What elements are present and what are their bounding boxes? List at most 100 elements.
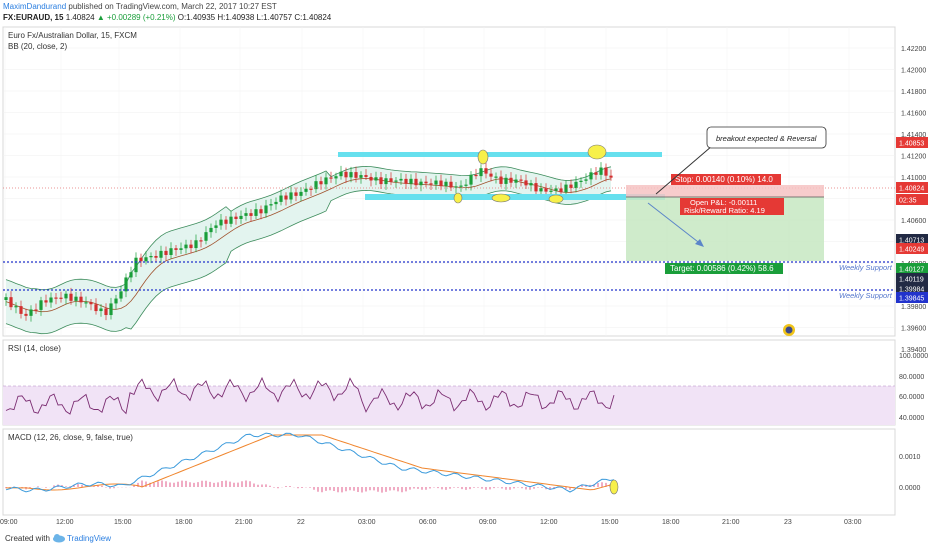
candle-body <box>274 201 278 205</box>
candle-body <box>199 240 203 242</box>
candle-body <box>559 188 563 193</box>
created-with-label: Created with <box>5 534 50 543</box>
candle-body <box>184 244 188 249</box>
candle-body <box>59 297 63 299</box>
macd-signal-line <box>6 434 615 491</box>
candle-body <box>169 248 173 255</box>
risk-reward-label: Risk/Reward Ratio: 4.19 <box>684 206 765 215</box>
cloud-logo-icon <box>53 534 65 543</box>
time-tick-label: 12:00 <box>56 519 74 526</box>
candle-body <box>259 209 263 214</box>
reversal-arrowhead <box>695 239 704 247</box>
callout-text: breakout expected & Reversal <box>716 134 817 143</box>
candle-body <box>49 297 53 303</box>
candle-body <box>99 308 103 312</box>
price-badge-label: 1.39845 <box>899 296 924 303</box>
range-bottom-box[interactable] <box>365 194 665 200</box>
time-tick-label: 18:00 <box>662 519 680 526</box>
close-value: C:1.40824 <box>294 13 332 22</box>
price-tick-label: 1.42200 <box>901 46 926 53</box>
macd-pane[interactable]: MACD (12, 26, close, 9, false, true) 0.0… <box>2 428 921 516</box>
time-tick-label: 23 <box>784 519 792 526</box>
globe-icon-inner <box>785 326 793 334</box>
time-tick-label: 03:00 <box>844 519 862 526</box>
candle-body <box>424 181 428 184</box>
candle-body <box>439 180 443 187</box>
touch-marker <box>477 149 489 165</box>
candle-body <box>369 176 373 181</box>
stop-zone[interactable] <box>626 185 824 197</box>
bb-lower <box>5 189 612 335</box>
macd-tick-label: 0.0010 <box>899 454 921 461</box>
high-value: H:1.40938 <box>217 13 255 22</box>
reversal-arrow[interactable] <box>647 202 703 246</box>
candle-body <box>609 175 613 178</box>
candle-body <box>484 168 488 174</box>
price-tick-label: 1.40600 <box>901 218 926 225</box>
candle-body <box>544 188 548 192</box>
price-badge-label: 1.40119 <box>899 277 924 284</box>
candle-body <box>534 183 538 192</box>
price-tick-label: 1.41600 <box>901 111 926 118</box>
candle-body <box>494 176 498 178</box>
price-badge-label: 1.40824 <box>899 186 924 193</box>
price-badge <box>896 137 928 148</box>
candle-body <box>144 257 148 262</box>
price-tick-label: 1.39600 <box>901 326 926 333</box>
time-tick-label: 06:00 <box>419 519 437 526</box>
candle-body <box>29 309 33 316</box>
time-tick-label: 09:00 <box>0 519 18 526</box>
candle-body <box>224 219 228 224</box>
candle-body <box>109 303 113 316</box>
candle-body <box>554 188 558 191</box>
candle-body <box>469 174 473 185</box>
candle-body <box>564 184 568 193</box>
candle-body <box>69 293 73 301</box>
candle-body <box>179 248 183 250</box>
time-tick-label: 12:00 <box>540 519 558 526</box>
time-tick-label: 21:00 <box>235 519 253 526</box>
candle-body <box>444 181 448 187</box>
weekly-support-label-2: Weekly Support <box>839 291 893 300</box>
callout-box[interactable] <box>706 126 827 149</box>
rsi-pane[interactable]: RSI (14, close) 100.0000 80.0000 60.0000 40… <box>2 339 928 426</box>
candle-body <box>314 181 318 190</box>
candle-body <box>359 175 363 178</box>
price-badge <box>896 263 928 274</box>
candle-body <box>74 296 78 301</box>
candle-body <box>459 185 463 187</box>
price-badge <box>896 292 928 303</box>
tradingview-brand[interactable]: TradingView <box>67 534 112 543</box>
price-badges: 1.40853 1.40824 02:35 1.40713 1.40249 1.40127… <box>896 137 928 303</box>
candle-body <box>409 178 413 184</box>
author-link[interactable]: MaximDandurand <box>3 2 67 11</box>
bb-fill <box>6 166 611 334</box>
candle-body <box>154 255 158 258</box>
main-pane-title: Euro Fx/Australian Dollar, 15, FXCM <box>8 31 137 40</box>
candle-body <box>4 297 8 300</box>
price-badge-label: 1.40713 <box>899 238 924 245</box>
price-badge-label: 02:35 <box>899 198 917 205</box>
candle-body <box>389 178 393 182</box>
candle-body <box>9 297 13 308</box>
macd-pane-frame <box>2 428 896 516</box>
time-tick-label: 18:00 <box>175 519 193 526</box>
main-pane[interactable]: Weekly Support Weekly Support Stop: 0.00… <box>2 26 928 354</box>
open-value: O:1.40935 <box>177 13 216 22</box>
time-tick-label: 21:00 <box>722 519 740 526</box>
footer: Created with TradingView <box>0 528 932 550</box>
rsi-tick-label: 40.0000 <box>899 415 924 422</box>
candle-body <box>354 172 358 178</box>
range-top-box[interactable] <box>338 152 662 157</box>
candle-body <box>104 308 108 316</box>
symbol-info: FX:EURAUD, 15 1.40824 ▲ +0.00289 (+0.21%… <box>3 13 331 22</box>
time-tick-label: 22 <box>297 519 305 526</box>
chart-canvas[interactable]: Weekly Support Weekly Support Stop: 0.00… <box>0 0 932 528</box>
time-axis[interactable]: 09:00 12:00 15:00 18:00 21:00 22 03:00 06:00 09:… <box>0 519 862 526</box>
candle-body <box>464 184 468 186</box>
price-tick-label: 1.41200 <box>901 154 926 161</box>
candle-body <box>339 171 343 177</box>
candle-body <box>399 178 403 181</box>
bb-indicator-label: BB (20, close, 2) <box>8 42 67 51</box>
callout-pointer <box>655 145 713 195</box>
